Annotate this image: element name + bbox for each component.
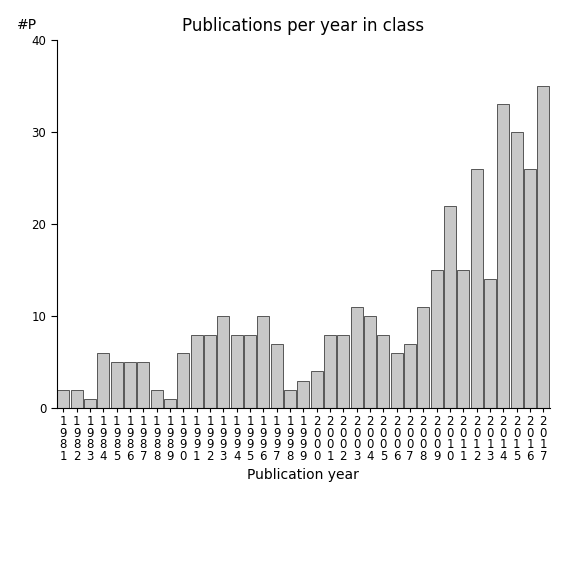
Bar	[244, 335, 256, 408]
Text: #P: #P	[17, 18, 37, 32]
Bar	[191, 335, 202, 408]
Bar	[217, 316, 230, 408]
Bar	[98, 353, 109, 408]
Bar	[524, 168, 536, 408]
X-axis label: Publication year: Publication year	[247, 468, 359, 483]
Bar	[364, 316, 376, 408]
Bar	[497, 104, 509, 408]
Bar	[84, 399, 96, 408]
Bar	[57, 390, 69, 408]
Bar	[164, 399, 176, 408]
Bar	[71, 390, 83, 408]
Bar	[431, 270, 443, 408]
Bar	[177, 353, 189, 408]
Bar	[297, 380, 310, 408]
Bar	[417, 307, 429, 408]
Bar	[270, 344, 283, 408]
Bar	[538, 86, 549, 408]
Bar	[311, 371, 323, 408]
Bar	[111, 362, 122, 408]
Bar	[511, 132, 523, 408]
Bar	[484, 279, 496, 408]
Bar	[378, 335, 390, 408]
Bar	[337, 335, 349, 408]
Title: Publications per year in class: Publications per year in class	[182, 18, 425, 35]
Bar	[284, 390, 296, 408]
Bar	[151, 390, 163, 408]
Bar	[458, 270, 469, 408]
Bar	[137, 362, 149, 408]
Bar	[471, 168, 483, 408]
Bar	[324, 335, 336, 408]
Bar	[124, 362, 136, 408]
Bar	[404, 344, 416, 408]
Bar	[350, 307, 363, 408]
Bar	[204, 335, 216, 408]
Bar	[391, 353, 403, 408]
Bar	[231, 335, 243, 408]
Bar	[444, 205, 456, 408]
Bar	[257, 316, 269, 408]
